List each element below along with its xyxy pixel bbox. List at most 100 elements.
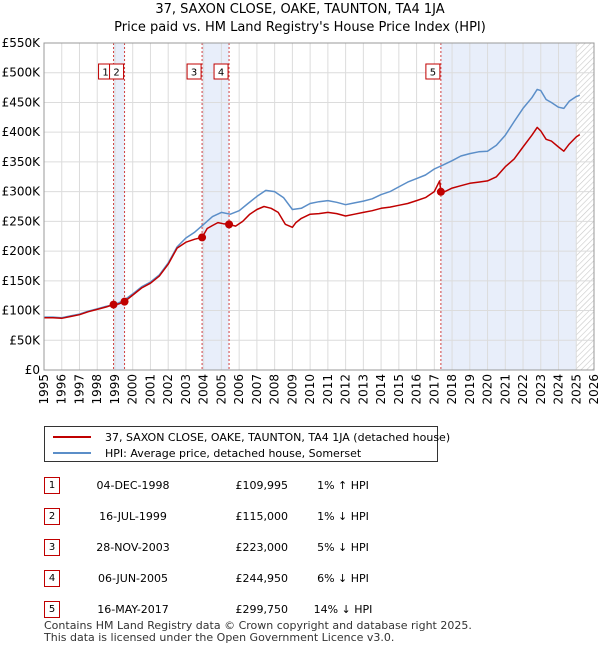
x-tick-label: 2018 xyxy=(445,374,459,405)
plot-frame xyxy=(43,42,595,371)
sale-label-box xyxy=(186,63,202,80)
sale-number-badge: 4 xyxy=(44,570,60,587)
sale-date: 28-NOV-2003 xyxy=(96,541,170,554)
y-tick-label: £200K xyxy=(2,244,42,258)
sale-date: 16-JUL-1999 xyxy=(99,510,167,523)
sale-price: £223,000 xyxy=(235,541,289,554)
x-tick-label: 2013 xyxy=(356,374,370,405)
sale-point xyxy=(225,220,234,229)
table-row: 2 16-JUL-1999 £115,000 1% ↓ HPI xyxy=(44,501,398,532)
sale-date: 06-JUN-2005 xyxy=(97,572,169,585)
x-tick-label: 2010 xyxy=(303,374,317,405)
y-tick-label: £500K xyxy=(2,66,42,80)
x-tick-label: 1999 xyxy=(108,374,122,405)
legend-label-property: 37, SAXON CLOSE, OAKE, TAUNTON, TA4 1JA … xyxy=(105,430,451,444)
sale-label-text: 2 xyxy=(113,68,119,79)
footer-attribution: Contains HM Land Registry data © Crown c… xyxy=(44,620,472,644)
x-tick-label: 1997 xyxy=(72,374,86,405)
x-tick-label: 2000 xyxy=(126,374,140,405)
y-tick-label: £450K xyxy=(2,95,42,109)
x-tick-label: 2020 xyxy=(481,374,495,405)
y-tick-label: £400K xyxy=(2,125,42,139)
y-tick-label: £0 xyxy=(25,363,40,377)
x-tick-label: 2021 xyxy=(498,374,512,405)
sale-point xyxy=(109,300,118,309)
sale-number-badge: 5 xyxy=(44,601,60,618)
x-tick-label: 2002 xyxy=(161,374,175,405)
sale-label-text: 4 xyxy=(218,68,224,79)
y-tick-label: £350K xyxy=(2,155,42,169)
x-tick-label: 2006 xyxy=(232,374,246,405)
sale-point xyxy=(198,233,207,242)
x-tick-label: 2003 xyxy=(179,374,193,405)
x-tick-label: 2016 xyxy=(410,374,424,405)
x-tick-label: 2009 xyxy=(285,374,299,405)
sale-label-text: 1 xyxy=(102,68,108,79)
x-tick-label: 1998 xyxy=(90,374,104,405)
legend-item-property: 37, SAXON CLOSE, OAKE, TAUNTON, TA4 1JA … xyxy=(53,429,450,445)
shaded-period xyxy=(202,43,230,370)
sale-hpi-diff: 1% ↑ HPI xyxy=(317,479,369,492)
x-tick-label: 1996 xyxy=(55,374,69,405)
sale-label-box xyxy=(213,63,229,80)
x-tick-label: 2005 xyxy=(214,374,228,405)
chart-title: 37, SAXON CLOSE, OAKE, TAUNTON, TA4 1JA xyxy=(155,2,444,17)
forecast-hatch xyxy=(576,43,594,370)
sale-number-badge: 1 xyxy=(44,477,60,494)
sale-price: £109,995 xyxy=(235,479,289,492)
sale-point xyxy=(436,187,445,196)
sale-price: £299,750 xyxy=(235,603,289,616)
x-tick-label: 2025 xyxy=(569,374,583,405)
x-tick-label: 2026 xyxy=(587,374,600,405)
x-tick-label: 1995 xyxy=(37,374,51,405)
sale-number-badge: 2 xyxy=(44,508,60,525)
sale-price: £115,000 xyxy=(235,510,289,523)
x-tick-label: 2019 xyxy=(463,374,477,405)
footer-line-copyright: Contains HM Land Registry data © Crown c… xyxy=(44,619,472,632)
sale-price: £244,950 xyxy=(235,572,289,585)
sale-label-box xyxy=(425,63,441,80)
sale-markers xyxy=(109,187,445,309)
gridlines xyxy=(43,42,595,371)
y-tick-label: £150K xyxy=(2,274,42,288)
sale-number-badge: 3 xyxy=(44,539,60,556)
x-tick-label: 2022 xyxy=(516,374,530,405)
y-tick-label: £100K xyxy=(2,304,42,318)
shaded-period xyxy=(113,43,125,370)
legend: 37, SAXON CLOSE, OAKE, TAUNTON, TA4 1JA … xyxy=(44,426,450,462)
legend-label-hpi: HPI: Average price, detached house, Some… xyxy=(105,446,362,460)
footer-line-licence: This data is licensed under the Open Gov… xyxy=(44,631,395,644)
legend-swatch-property xyxy=(53,436,91,438)
sale-date-lines xyxy=(113,43,442,370)
sale-period-shading xyxy=(113,43,594,370)
sale-date: 16-MAY-2017 xyxy=(97,603,169,616)
x-tick-label: 2023 xyxy=(534,374,548,405)
sales-table: 1 04-DEC-1998 £109,995 1% ↑ HPI 2 16-JUL… xyxy=(44,470,398,625)
table-row: 5 16-MAY-2017 £299,750 14% ↓ HPI xyxy=(44,594,398,625)
table-row: 1 04-DEC-1998 £109,995 1% ↑ HPI xyxy=(44,470,398,501)
x-tick-label: 2008 xyxy=(268,374,282,405)
sale-date: 04-DEC-1998 xyxy=(96,479,170,492)
table-row: 3 28-NOV-2003 £223,000 5% ↓ HPI xyxy=(44,532,398,563)
y-tick-label: £250K xyxy=(2,214,42,228)
x-tick-label: 2012 xyxy=(339,374,353,405)
x-tick-label: 2007 xyxy=(250,374,264,405)
y-tick-label: £550K xyxy=(2,36,42,50)
price-chart: 37, SAXON CLOSE, OAKE, TAUNTON, TA4 1JA … xyxy=(2,2,600,405)
sale-hpi-diff: 1% ↓ HPI xyxy=(317,510,369,523)
x-tick-label: 2015 xyxy=(392,374,406,405)
x-tick-label: 2017 xyxy=(427,374,441,405)
sale-hpi-diff: 6% ↓ HPI xyxy=(317,572,369,585)
sale-label-box xyxy=(109,63,125,80)
shaded-period xyxy=(440,43,577,370)
sale-point xyxy=(120,297,129,306)
x-tick-label: 2001 xyxy=(143,374,157,405)
y-tick-label: £50K xyxy=(9,333,41,347)
property-price-line xyxy=(44,126,581,320)
sale-hpi-diff: 5% ↓ HPI xyxy=(317,541,369,554)
x-tick-label: 2024 xyxy=(552,374,566,405)
sale-hpi-diff: 14% ↓ HPI xyxy=(313,603,373,616)
legend-swatch-hpi xyxy=(53,452,91,454)
sale-label-text: 3 xyxy=(191,68,197,79)
